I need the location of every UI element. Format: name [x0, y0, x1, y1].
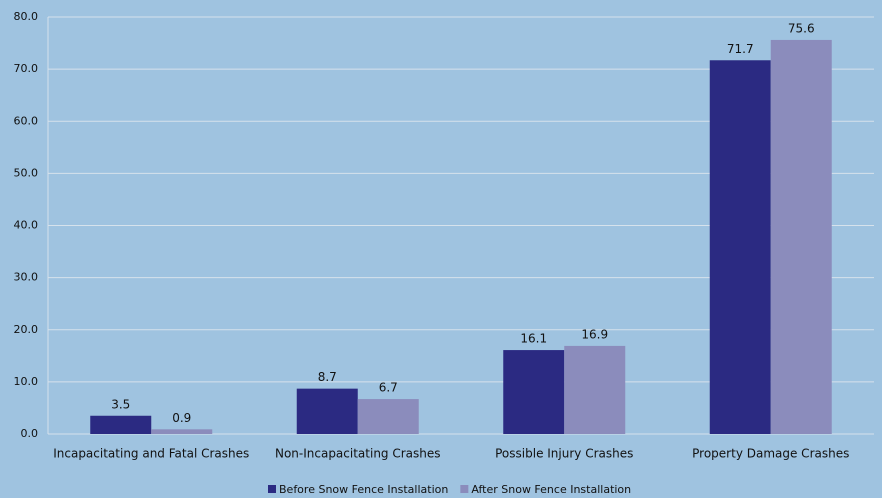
- data-label: 16.1: [520, 332, 547, 346]
- y-tick-label: 80.0: [14, 10, 39, 23]
- bar: [90, 415, 152, 434]
- y-tick-label: 0.0: [21, 427, 39, 440]
- data-label: 0.9: [172, 411, 191, 425]
- legend-swatch: [460, 485, 469, 493]
- bar: [564, 345, 626, 434]
- bar: [296, 388, 358, 434]
- y-tick-label: 10.0: [14, 375, 39, 388]
- data-label: 71.7: [727, 42, 754, 56]
- legend-label: After Snow Fence Installation: [471, 483, 631, 496]
- x-tick-label: Possible Injury Crashes: [495, 447, 633, 461]
- y-tick-label: 40.0: [14, 219, 39, 232]
- bar: [770, 39, 832, 435]
- data-label: 16.9: [581, 327, 608, 341]
- x-tick-label: Non-Incapacitating Crashes: [275, 447, 441, 461]
- data-label: 75.6: [788, 21, 815, 35]
- x-tick-label: Property Damage Crashes: [692, 447, 849, 461]
- y-tick-label: 20.0: [14, 323, 39, 336]
- bar: [503, 350, 565, 434]
- y-tick-label: 50.0: [14, 166, 39, 179]
- y-tick-label: 60.0: [14, 114, 39, 127]
- data-label: 8.7: [318, 370, 337, 384]
- data-label: 6.7: [379, 381, 398, 395]
- bar: [357, 399, 419, 434]
- y-tick-label: 30.0: [14, 271, 39, 284]
- legend-swatch: [268, 485, 276, 493]
- x-tick-label: Incapacitating and Fatal Crashes: [53, 447, 249, 461]
- legend-label: Before Snow Fence Installation: [279, 483, 448, 496]
- bar: [709, 60, 771, 435]
- y-tick-label: 70.0: [14, 62, 39, 75]
- bar: [151, 429, 213, 434]
- data-label: 3.5: [111, 397, 130, 411]
